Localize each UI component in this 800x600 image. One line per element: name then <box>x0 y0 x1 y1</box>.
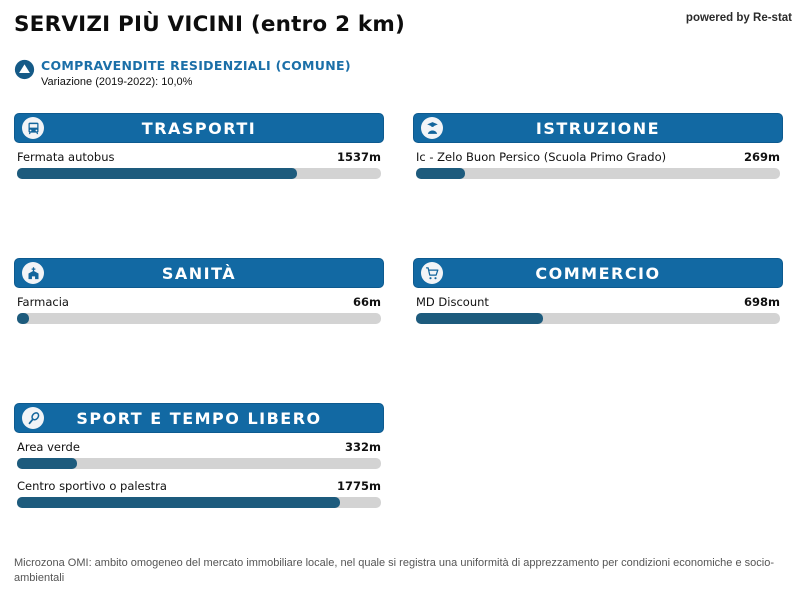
bar-label: Area verde <box>17 440 80 454</box>
microzona-footnote: Microzona OMI: ambito omogeneo del merca… <box>14 557 774 585</box>
distance-bar-rail <box>17 497 381 508</box>
distance-bar-fill <box>17 458 78 469</box>
powered-by-label: powered by Re-stat <box>685 12 792 24</box>
tennis-racket-icon <box>22 407 44 429</box>
distance-bar-rail <box>416 168 780 179</box>
card-trasporti-header: TRASPORTI <box>14 113 384 143</box>
shopping-cart-icon <box>421 262 443 284</box>
bar-value: 269m <box>744 150 780 164</box>
hospital-building-icon <box>22 262 44 284</box>
card-sanita-title: SANITÀ <box>161 263 237 283</box>
distance-bar-fill <box>416 168 465 179</box>
card-sport-tempo-libero: SPORT E TEMPO LIBERO Area verde 332m Cen… <box>14 403 384 508</box>
card-sanita-header: SANITÀ <box>14 258 384 288</box>
card-istruzione-header: ISTRUZIONE <box>413 113 783 143</box>
bar-value: 332m <box>345 440 381 454</box>
bar-label: Centro sportivo o palestra <box>17 479 167 493</box>
compravendite-summary: COMPRAVENDITE RESIDENZIALI (COMUNE) Vari… <box>14 58 351 88</box>
bar-value: 1775m <box>337 479 381 493</box>
card-sanita: SANITÀ Farmacia 66m <box>14 258 384 324</box>
bar-label: MD Discount <box>416 295 489 309</box>
bar-label: Ic - Zelo Buon Persico (Scuola Primo Gra… <box>416 150 667 164</box>
bar-value: 66m <box>353 295 381 309</box>
bar-item-md-discount: MD Discount 698m <box>416 295 780 324</box>
card-sport-title: SPORT E TEMPO LIBERO <box>76 408 322 428</box>
variazione-label: Variazione (2019-2022): 10,0% <box>41 76 193 88</box>
distance-bar-rail <box>17 313 381 324</box>
triangle-up-circle-icon <box>14 59 35 80</box>
distance-bar-rail <box>17 458 381 469</box>
distance-bar-fill <box>17 313 29 324</box>
card-commercio-header: COMMERCIO <box>413 258 783 288</box>
card-trasporti-title: TRASPORTI <box>141 118 257 138</box>
card-istruzione: ISTRUZIONE Ic - Zelo Buon Persico (Scuol… <box>413 113 783 179</box>
distance-bar-fill <box>416 313 544 324</box>
compravendite-label: COMPRAVENDITE RESIDENZIALI (COMUNE) <box>41 58 351 73</box>
card-istruzione-title: ISTRUZIONE <box>535 118 661 138</box>
card-sport-header: SPORT E TEMPO LIBERO <box>14 403 384 433</box>
bar-label: Fermata autobus <box>17 150 115 164</box>
bar-item-farmacia: Farmacia 66m <box>17 295 381 324</box>
bar-item-centro-sportivo: Centro sportivo o palestra 1775m <box>17 479 381 508</box>
bar-value: 698m <box>744 295 780 309</box>
card-commercio-title: COMMERCIO <box>535 263 661 283</box>
graduate-icon <box>421 117 443 139</box>
page-title: SERVIZI PIÙ VICINI (entro 2 km) <box>14 12 406 37</box>
distance-bar-rail <box>17 168 381 179</box>
card-commercio: COMMERCIO MD Discount 698m <box>413 258 783 324</box>
distance-bar-fill <box>17 497 341 508</box>
distance-bar-rail <box>416 313 780 324</box>
bar-item-scuola: Ic - Zelo Buon Persico (Scuola Primo Gra… <box>416 150 780 179</box>
bar-label: Farmacia <box>17 295 69 309</box>
bus-icon <box>22 117 44 139</box>
card-trasporti: TRASPORTI Fermata autobus 1537m <box>14 113 384 179</box>
bar-item-fermata-autobus: Fermata autobus 1537m <box>17 150 381 179</box>
bar-value: 1537m <box>337 150 381 164</box>
bar-item-area-verde: Area verde 332m <box>17 440 381 469</box>
distance-bar-fill <box>17 168 297 179</box>
